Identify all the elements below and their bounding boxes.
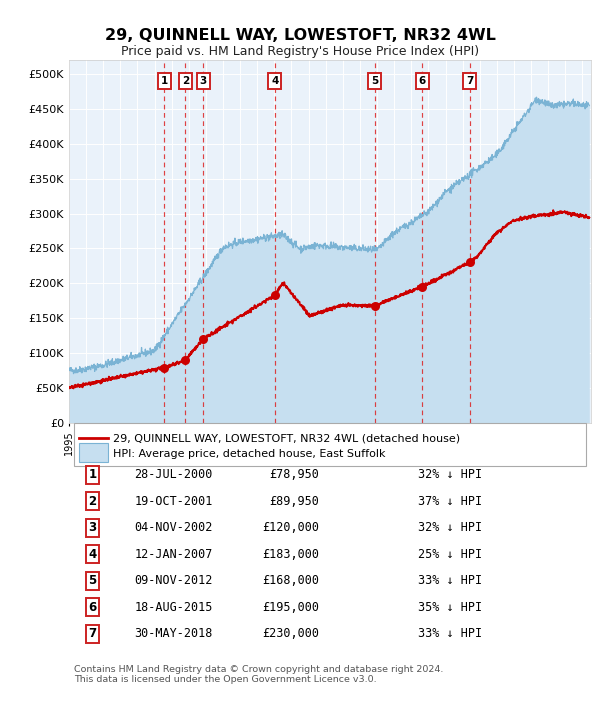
Text: 6: 6	[418, 76, 426, 86]
Text: 7: 7	[88, 628, 97, 640]
Text: 4: 4	[88, 548, 97, 561]
Text: 12-JAN-2007: 12-JAN-2007	[134, 548, 212, 561]
Text: 30-MAY-2018: 30-MAY-2018	[134, 628, 212, 640]
Text: 7: 7	[466, 76, 473, 86]
Text: 25% ↓ HPI: 25% ↓ HPI	[418, 548, 482, 561]
Text: Contains HM Land Registry data © Crown copyright and database right 2024.
This d: Contains HM Land Registry data © Crown c…	[74, 665, 443, 684]
Text: £195,000: £195,000	[263, 601, 320, 614]
Text: 5: 5	[371, 76, 378, 86]
Text: £89,950: £89,950	[269, 495, 320, 508]
Text: 4: 4	[271, 76, 278, 86]
Text: £183,000: £183,000	[263, 548, 320, 561]
Text: 33% ↓ HPI: 33% ↓ HPI	[418, 628, 482, 640]
Text: £120,000: £120,000	[263, 521, 320, 535]
Text: 3: 3	[200, 76, 207, 86]
Text: 29, QUINNELL WAY, LOWESTOFT, NR32 4WL (detached house): 29, QUINNELL WAY, LOWESTOFT, NR32 4WL (d…	[113, 433, 460, 443]
Text: 37% ↓ HPI: 37% ↓ HPI	[418, 495, 482, 508]
Text: 2: 2	[88, 495, 97, 508]
Text: 32% ↓ HPI: 32% ↓ HPI	[418, 469, 482, 481]
Text: Price paid vs. HM Land Registry's House Price Index (HPI): Price paid vs. HM Land Registry's House …	[121, 45, 479, 58]
Bar	[79, 442, 108, 462]
Text: £168,000: £168,000	[263, 574, 320, 587]
Text: 3: 3	[88, 521, 97, 535]
Text: £78,950: £78,950	[269, 469, 320, 481]
Text: 04-NOV-2002: 04-NOV-2002	[134, 521, 212, 535]
Text: 35% ↓ HPI: 35% ↓ HPI	[418, 601, 482, 614]
Text: 2: 2	[182, 76, 189, 86]
Text: 5: 5	[88, 574, 97, 587]
Text: 1: 1	[88, 469, 97, 481]
Text: 28-JUL-2000: 28-JUL-2000	[134, 469, 212, 481]
Text: 6: 6	[88, 601, 97, 614]
FancyBboxPatch shape	[74, 423, 586, 466]
Text: £230,000: £230,000	[263, 628, 320, 640]
Text: 32% ↓ HPI: 32% ↓ HPI	[418, 521, 482, 535]
Text: HPI: Average price, detached house, East Suffolk: HPI: Average price, detached house, East…	[113, 449, 386, 459]
Text: 29, QUINNELL WAY, LOWESTOFT, NR32 4WL: 29, QUINNELL WAY, LOWESTOFT, NR32 4WL	[104, 28, 496, 43]
Text: 18-AUG-2015: 18-AUG-2015	[134, 601, 212, 614]
Text: 09-NOV-2012: 09-NOV-2012	[134, 574, 212, 587]
Text: 19-OCT-2001: 19-OCT-2001	[134, 495, 212, 508]
Text: 1: 1	[161, 76, 168, 86]
Text: 33% ↓ HPI: 33% ↓ HPI	[418, 574, 482, 587]
